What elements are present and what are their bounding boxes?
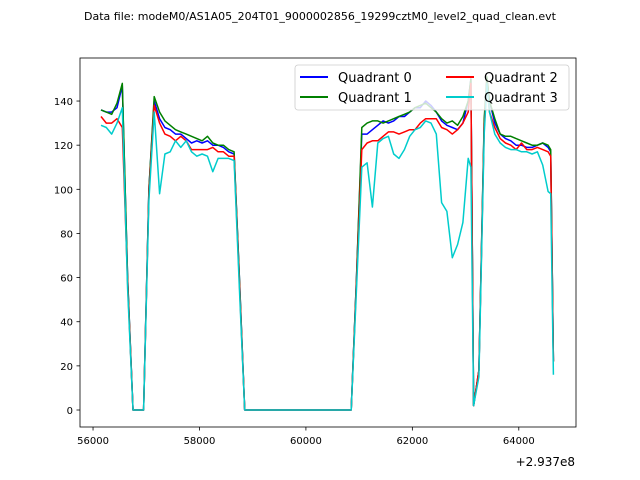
series-line-quadrant-0 <box>100 78 555 411</box>
x-tick-label: 60000 <box>290 436 322 447</box>
y-tick-label: 20 <box>60 362 73 373</box>
legend-box <box>294 64 570 111</box>
x-tick-label: 64000 <box>503 436 535 447</box>
series-line-quadrant-3 <box>100 82 555 411</box>
axes-frame <box>79 57 577 428</box>
legend-label: Quadrant 3 <box>484 91 558 106</box>
plot-area <box>100 76 555 411</box>
series-line-quadrant-2 <box>100 82 555 411</box>
legend-label: Quadrant 2 <box>484 71 558 86</box>
y-tick-label: 60 <box>60 274 73 285</box>
axes: 56000 58000 60000 62000 64000 0 20 40 60 80 100 120… <box>54 57 577 447</box>
legend-label: Quadrant 1 <box>338 91 412 106</box>
x-tick-label: 56000 <box>77 436 109 447</box>
series-line-quadrant-1 <box>100 76 555 411</box>
y-tick-label: 0 <box>67 406 73 417</box>
y-tick-label: 40 <box>60 318 73 329</box>
x-axis-offset-label: +2.937e8 <box>516 455 575 469</box>
legend: Quadrant 0 Quadrant 1 Quadrant 2 Quadrant 3 <box>294 64 570 111</box>
x-tick-label: 62000 <box>396 436 428 447</box>
legend-label: Quadrant 0 <box>338 71 412 86</box>
y-tick-label: 80 <box>60 229 73 240</box>
y-tick-label: 100 <box>54 185 73 196</box>
chart-title: Data file: modeM0/AS1A05_204T01_90000028… <box>84 10 557 23</box>
y-tick-label: 140 <box>54 97 73 108</box>
y-tick-label: 120 <box>54 141 73 152</box>
x-tick-label: 58000 <box>184 436 216 447</box>
